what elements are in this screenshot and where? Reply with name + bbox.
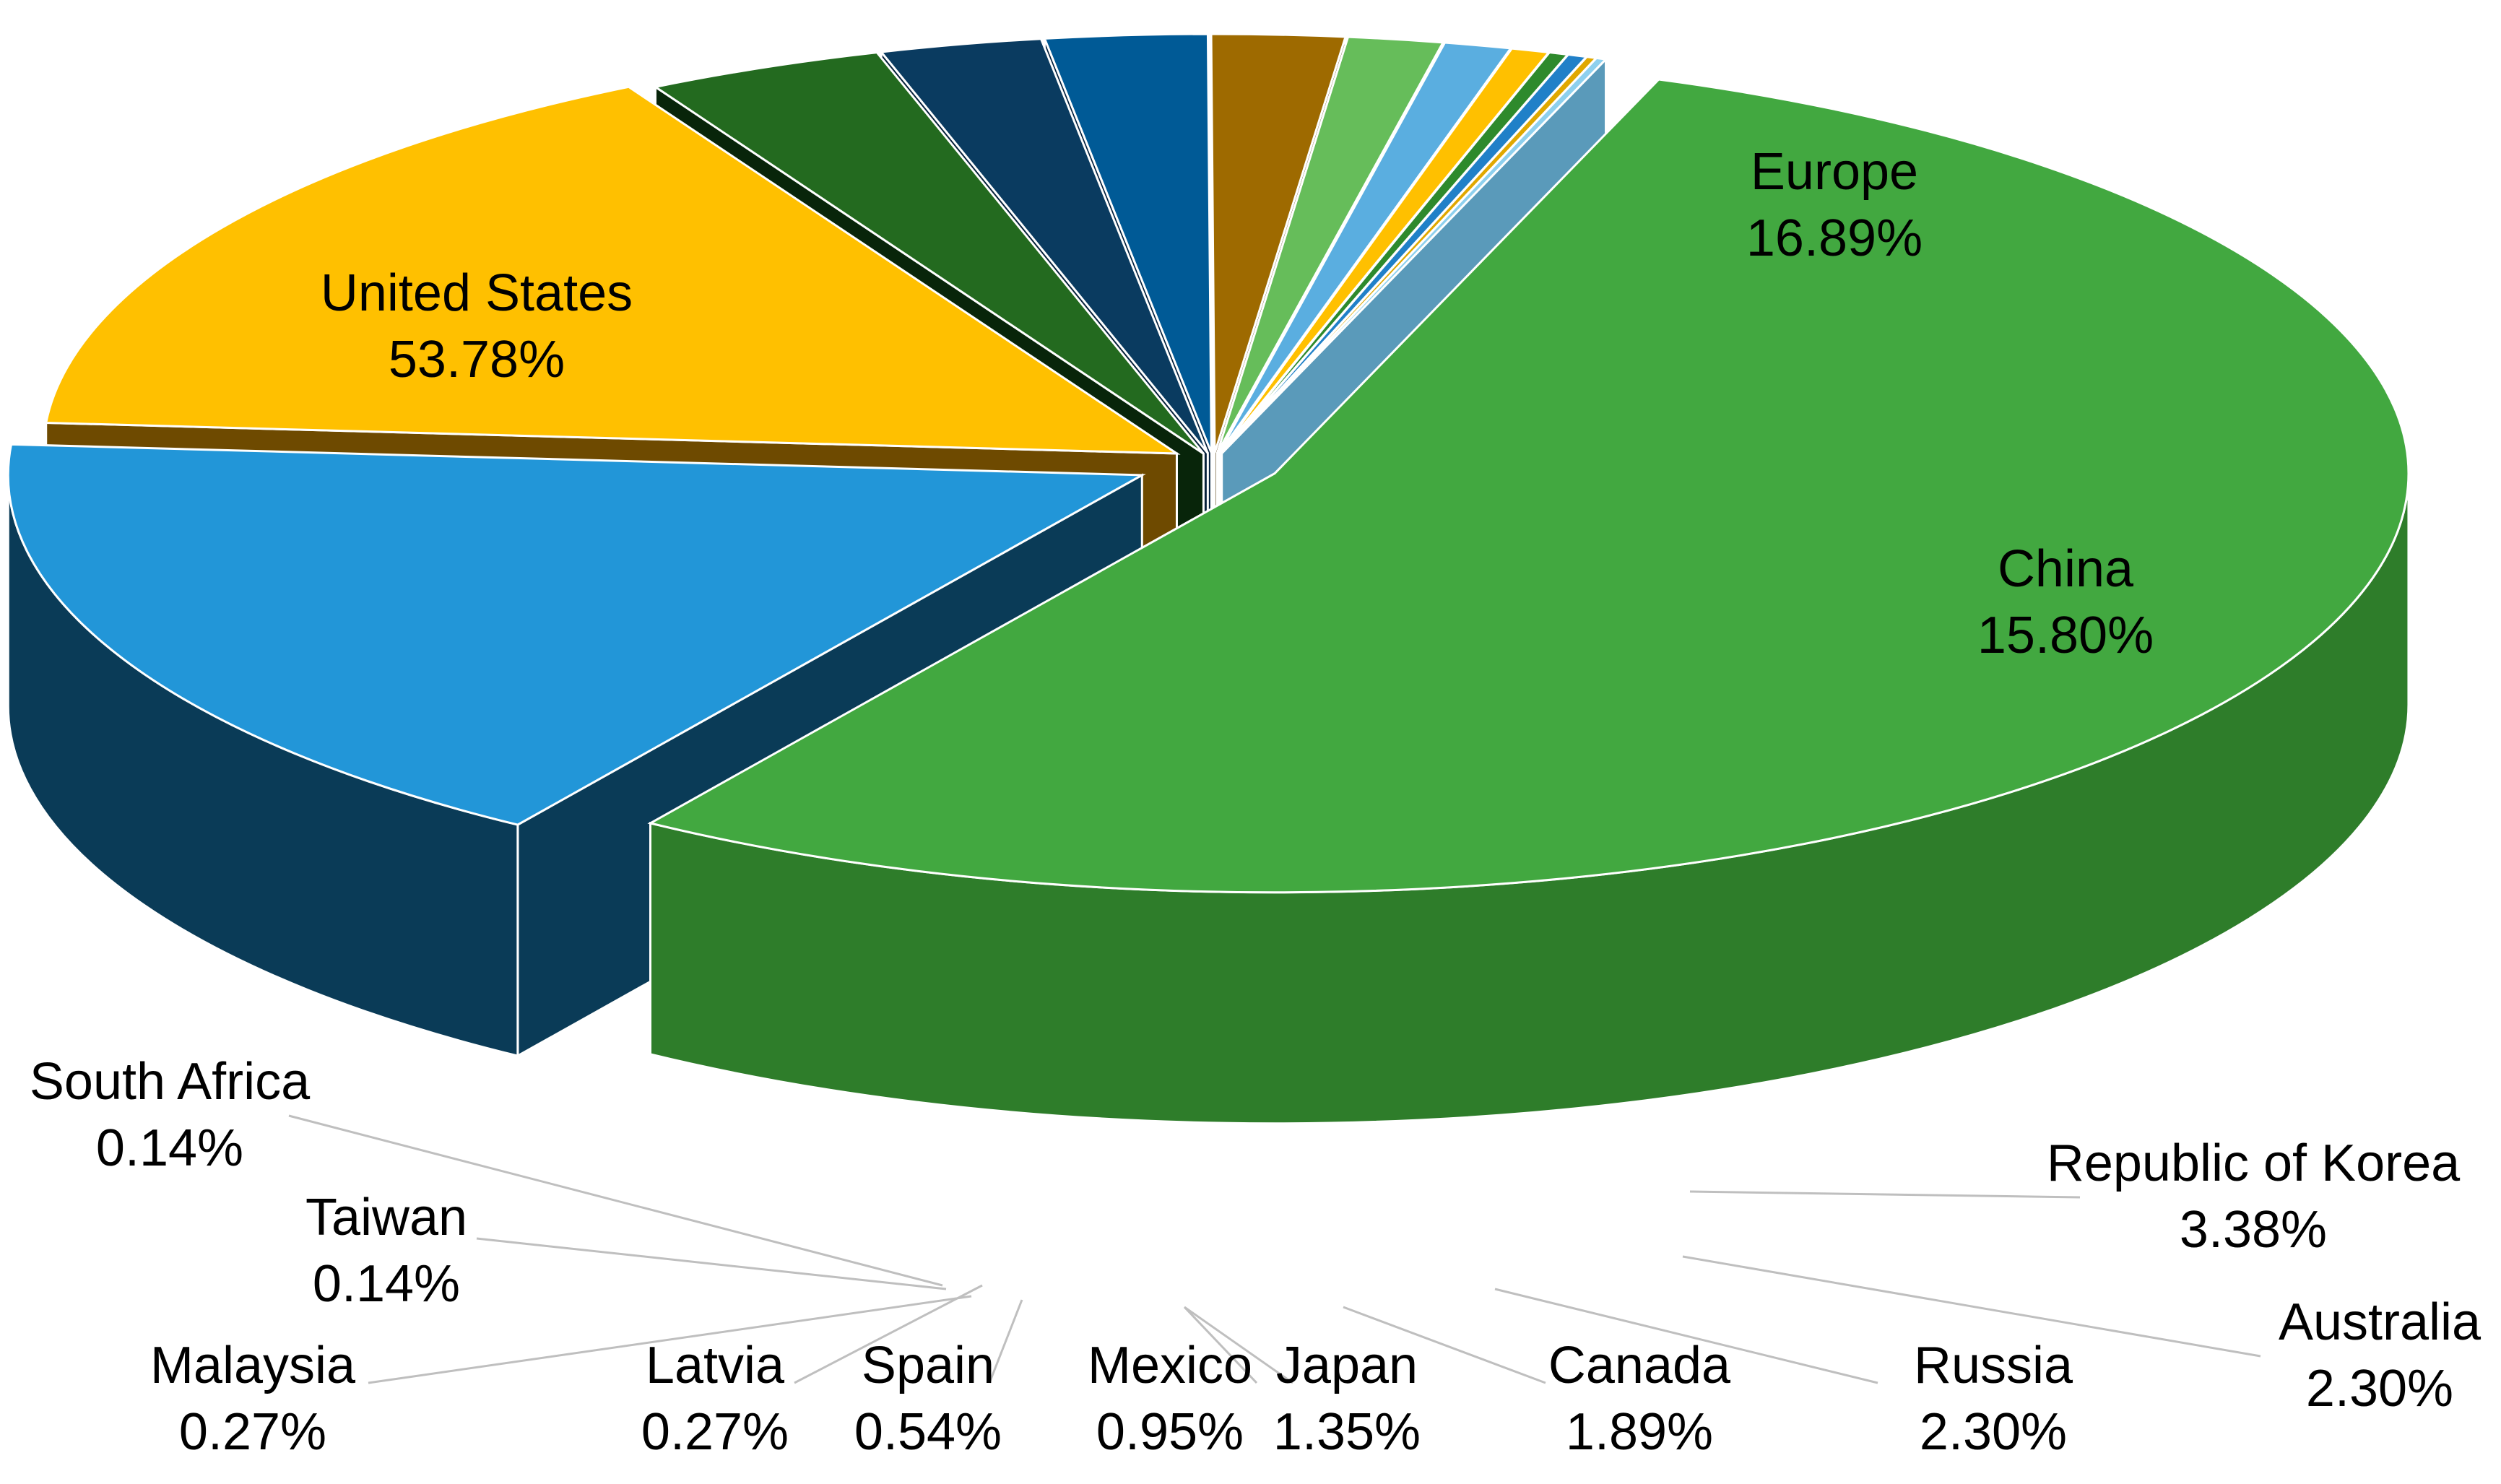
label-name-south-africa: South Africa [30, 1053, 311, 1111]
label-value-united-states: 53.78% [389, 331, 565, 389]
label-name-europe: Europe [1751, 143, 1918, 201]
label-value-mexico: 0.95% [1096, 1403, 1244, 1461]
label-name-canada: Canada [1548, 1337, 1731, 1394]
label-name-spain: Spain [862, 1337, 994, 1394]
leader-line-south-africa [288, 1114, 943, 1287]
label-value-japan: 1.35% [1273, 1403, 1421, 1461]
leader-line-spain [988, 1299, 1023, 1384]
label-name-japan: Japan [1276, 1337, 1418, 1394]
slice-top-japan [1216, 35, 1445, 454]
label-value-south-africa: 0.14% [96, 1119, 243, 1177]
slice-top-russia [1043, 32, 1213, 454]
label-name-russia: Russia [1914, 1337, 2073, 1394]
label-value-china: 15.80% [1977, 607, 2154, 664]
label-name-china: China [1998, 540, 2134, 598]
leader-line-japan [1184, 1306, 1293, 1384]
slice-top-canada [1210, 32, 1348, 454]
label-name-taiwan: Taiwan [305, 1189, 467, 1246]
label-value-republic-of-korea: 3.38% [2180, 1201, 2327, 1259]
label-name-mexico: Mexico [1088, 1337, 1252, 1394]
label-name-latvia: Latvia [646, 1337, 785, 1394]
leader-lines [288, 1114, 2261, 1384]
slice-top-republic-of-korea [652, 51, 1205, 455]
label-name-republic-of-korea: Republic of Korea [2047, 1134, 2461, 1192]
leader-line-malaysia [368, 1295, 972, 1384]
label-value-europe: 16.89% [1746, 209, 1923, 267]
slice-top-china [44, 85, 1181, 455]
label-value-malaysia: 0.27% [179, 1403, 326, 1461]
slice-top-australia [879, 38, 1209, 454]
leader-line-mexico [1183, 1306, 1258, 1384]
label-name-australia: Australia [2279, 1293, 2482, 1351]
label-name-united-states: United States [321, 264, 633, 322]
slice-top-united-states [647, 78, 2410, 894]
slice-tops [6, 32, 2410, 894]
leader-line-taiwan [476, 1237, 947, 1290]
label-value-spain: 0.54% [854, 1403, 1002, 1461]
label-value-canada: 1.89% [1566, 1403, 1713, 1461]
data-labels: United States 53.78% Europe 16.89% China 15.8… [30, 143, 2482, 1461]
label-value-taiwan: 0.14% [313, 1255, 460, 1313]
leader-line-republic-of-korea [1689, 1190, 2081, 1199]
label-name-malaysia: Malaysia [150, 1337, 356, 1394]
leader-line-australia [1682, 1255, 2261, 1358]
slice-top-south-africa [1221, 56, 1608, 454]
leader-line-canada [1343, 1306, 1546, 1384]
label-value-russia: 2.30% [1920, 1403, 2067, 1461]
leader-line-russia [1494, 1288, 1878, 1384]
label-value-australia: 2.30% [2306, 1360, 2453, 1418]
slice-top-europe [6, 443, 1146, 826]
label-value-latvia: 0.27% [641, 1403, 789, 1461]
leader-line-latvia [794, 1284, 983, 1384]
